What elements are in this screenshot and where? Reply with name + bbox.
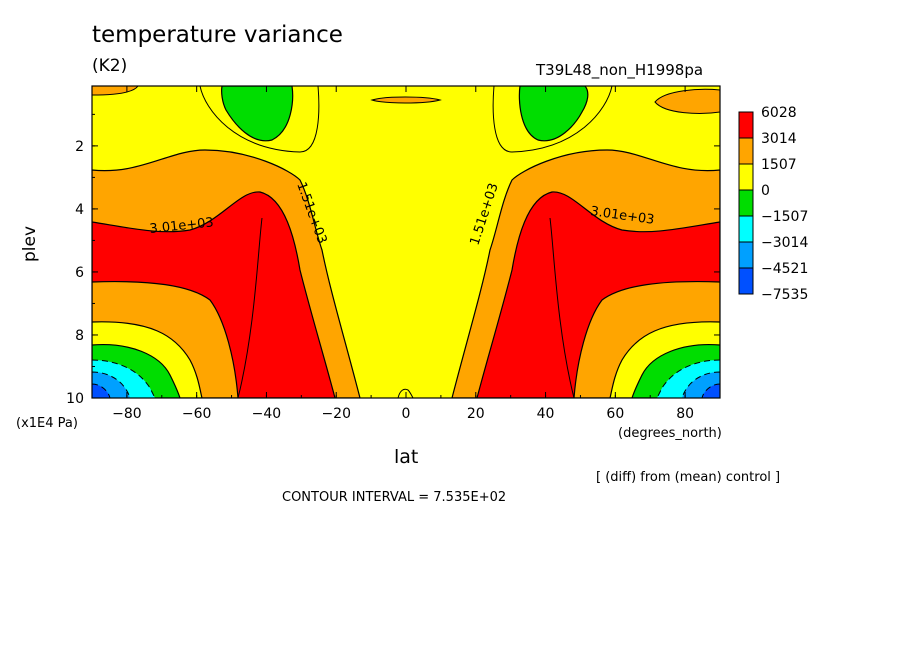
- field-blue-left: [92, 383, 111, 398]
- legend-swatch: [738, 215, 754, 243]
- x-axis-ticks: −80 −60 −40 −20 0 20 40 60 80: [91, 86, 721, 422]
- field-green-top-left: [221, 86, 294, 142]
- x-axis-label: lat: [394, 446, 419, 468]
- y-axis-units: (x1E4 Pa): [16, 416, 78, 431]
- chart-units: (K2): [92, 56, 128, 76]
- x-tick-label: 20: [467, 406, 485, 422]
- contour-line-right-upper: [492, 86, 613, 153]
- y-tick-label: 4: [75, 202, 84, 218]
- x-tick-label: 40: [537, 406, 555, 422]
- y-tick-label: 8: [75, 328, 84, 344]
- contour-line-left-inner: [237, 217, 263, 398]
- x-tick-label: 60: [606, 406, 624, 422]
- contour-interval-note: CONTOUR INTERVAL = 7.535E+02: [282, 490, 507, 505]
- x-tick-label: −40: [252, 406, 282, 422]
- legend-label: −1507: [761, 209, 808, 225]
- contour-line-left-upper: [199, 86, 320, 153]
- field-orange-top-right: [654, 88, 720, 114]
- x-tick-label: −60: [182, 406, 212, 422]
- legend-swatch: [738, 111, 754, 139]
- contour-fields: 3.01e+03 1.51e+03 1.51e+03 3.01e+03: [92, 86, 720, 398]
- x-tick-label: 80: [676, 406, 694, 422]
- legend-swatch: [738, 189, 754, 217]
- contour-line-right-inner: [549, 217, 575, 398]
- y-tick-label: 2: [75, 139, 84, 155]
- x-tick-label: −80: [112, 406, 142, 422]
- x-tick-label: 0: [402, 406, 411, 422]
- diff-note: [ (diff) from (mean) control ]: [596, 470, 781, 485]
- colorbar-legend: 6028 3014 1507 0 −1507 −3014 −4521 −7535: [738, 105, 808, 303]
- y-tick-label: 6: [75, 265, 84, 281]
- legend-label: −3014: [761, 235, 808, 251]
- legend-label: 3014: [761, 131, 797, 147]
- chart-title: temperature variance: [92, 22, 343, 48]
- legend-label: 1507: [761, 157, 797, 173]
- contour-line-center: [397, 388, 414, 398]
- legend-label: 0: [761, 183, 770, 199]
- legend-swatch: [738, 241, 754, 269]
- field-green-top-right: [518, 86, 589, 142]
- field-blue-right: [701, 383, 720, 398]
- y-tick-label: 10: [66, 391, 84, 407]
- field-orange-top-center: [370, 96, 442, 104]
- legend-label: −4521: [761, 261, 808, 277]
- y-axis-ticks: 2 4 6 8 10: [66, 113, 720, 407]
- x-axis-units: (degrees_north): [618, 426, 722, 441]
- chart-subtitle: T39L48_non_H1998pa: [536, 61, 704, 79]
- contour-label: 3.01e+03: [149, 215, 215, 237]
- legend-swatch: [738, 267, 754, 295]
- legend-swatch: [738, 163, 754, 191]
- x-tick-label: −20: [321, 406, 351, 422]
- legend-label: 6028: [761, 105, 797, 121]
- legend-swatch: [738, 137, 754, 165]
- legend-label: −7535: [761, 287, 808, 303]
